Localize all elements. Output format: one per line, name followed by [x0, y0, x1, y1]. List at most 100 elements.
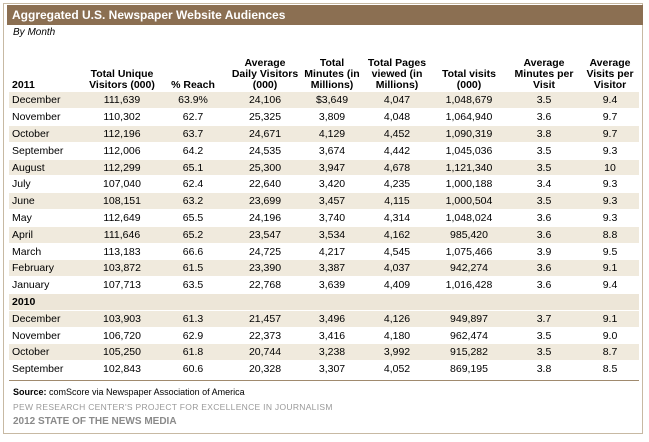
- uv-cell: 113,183: [87, 243, 157, 261]
- amv-cell: 3.8: [507, 125, 581, 143]
- amv-cell: 3.5: [507, 343, 581, 362]
- reach-cell: 61.3: [157, 310, 229, 328]
- uv-cell: 111,646: [87, 226, 157, 244]
- table-row: July 107,040 62.4 22,640 3,420 4,235 1,000,188…: [9, 175, 639, 194]
- min-cell: 3,809: [301, 108, 363, 127]
- source-label: Source:: [13, 387, 47, 397]
- min-cell: 3,740: [301, 209, 363, 227]
- unique-visitors-header: Total Unique Visitors (000): [89, 68, 155, 91]
- table-row: November 110,302 62.7 25,325 3,809 4,048 1,064…: [9, 108, 639, 127]
- pages-cell: 4,048: [363, 108, 431, 127]
- pages-cell: 4,235: [363, 175, 431, 194]
- pages-cell: 4,115: [363, 192, 431, 211]
- min-cell: 3,416: [301, 327, 363, 345]
- table-row: August 112,299 65.1 25,300 3,947 4,678 1,121,3…: [9, 159, 639, 177]
- visits-cell: 949,897: [431, 310, 507, 328]
- uv-cell: 105,250: [87, 343, 157, 362]
- table-row: February 103,872 61.5 23,390 3,387 4,037 942,2…: [9, 259, 639, 278]
- header-row: 2011 Total Unique Visitors (000) % Reach…: [9, 42, 639, 92]
- amv-cell: 3.5: [507, 92, 581, 110]
- visits-cell: 1,048,679: [431, 92, 507, 110]
- uv-cell: 112,299: [87, 159, 157, 177]
- month-cell: October: [9, 343, 87, 362]
- table-row: January 107,713 63.5 22,768 3,639 4,409 1,016,…: [9, 276, 639, 295]
- uv-cell: 102,843: [87, 360, 157, 379]
- amv-cell: 3.6: [507, 209, 581, 227]
- table-subtitle: By Month: [13, 27, 56, 38]
- visits-cell: 869,195: [431, 360, 507, 379]
- bottom-rule: [9, 380, 639, 381]
- reach-cell: 62.9: [157, 327, 229, 345]
- dv-cell: 24,106: [229, 92, 301, 110]
- visits-cell: 942,274: [431, 259, 507, 278]
- reach-cell: 64.2: [157, 142, 229, 160]
- visits-cell: 915,282: [431, 343, 507, 362]
- dv-cell: 24,671: [229, 125, 301, 143]
- visits-header: Total visits (000): [441, 68, 497, 91]
- pages-cell: 4,052: [363, 360, 431, 379]
- table-row: September 112,006 64.2 24,535 3,674 4,442 1,04…: [9, 142, 639, 160]
- avv-cell: 9.5: [581, 243, 639, 261]
- reach-cell: 62.7: [157, 108, 229, 127]
- pew-credit: PEW RESEARCH CENTER'S PROJECT FOR EXCELL…: [13, 402, 333, 412]
- year-header: 2011: [12, 79, 35, 91]
- month-cell: November: [9, 108, 87, 127]
- source-note: Source: comScore via Newspaper Associati…: [13, 387, 245, 397]
- avv-cell: 9.1: [581, 259, 639, 278]
- min-cell: 3,457: [301, 192, 363, 211]
- dv-cell: 20,328: [229, 360, 301, 379]
- title-bar: Aggregated U.S. Newspaper Website Audien…: [7, 5, 643, 25]
- reach-cell: 65.1: [157, 159, 229, 177]
- visits-cell: 985,420: [431, 226, 507, 244]
- uv-cell: 112,649: [87, 209, 157, 227]
- amv-cell: 3.6: [507, 259, 581, 278]
- pages-cell: 4,162: [363, 226, 431, 244]
- table-row: September 102,843 60.6 20,328 3,307 4,052 869,…: [9, 360, 639, 379]
- amv-cell: 3.7: [507, 310, 581, 328]
- year-label: 2010: [9, 293, 639, 311]
- uv-cell: 110,302: [87, 108, 157, 127]
- min-cell: 3,307: [301, 360, 363, 379]
- visits-cell: 1,121,340: [431, 159, 507, 177]
- visits-cell: 1,064,940: [431, 108, 507, 127]
- avg-minutes-header: Average Minutes per Visit: [514, 57, 574, 91]
- table-row: April 111,646 65.2 23,547 3,534 4,162 985,420 3…: [9, 226, 639, 244]
- visits-cell: 1,000,504: [431, 192, 507, 211]
- month-cell: March: [9, 243, 87, 261]
- month-cell: September: [9, 360, 87, 379]
- reach-cell: 63.9%: [157, 92, 229, 110]
- pages-cell: 3,992: [363, 343, 431, 362]
- month-cell: June: [9, 192, 87, 211]
- avv-cell: 9.3: [581, 175, 639, 194]
- visits-cell: 1,075,466: [431, 243, 507, 261]
- month-cell: December: [9, 310, 87, 328]
- dv-cell: 24,196: [229, 209, 301, 227]
- table-row: May 112,649 65.5 24,196 3,740 4,314 1,048,024 3…: [9, 209, 639, 227]
- avv-cell: 9.4: [581, 92, 639, 110]
- min-cell: 4,129: [301, 125, 363, 143]
- month-cell: September: [9, 142, 87, 160]
- audience-table: 2011 Total Unique Visitors (000) % Reach…: [9, 42, 639, 379]
- month-cell: December: [9, 92, 87, 110]
- amv-cell: 3.5: [507, 142, 581, 160]
- amv-cell: 3.5: [507, 159, 581, 177]
- amv-cell: 3.6: [507, 108, 581, 127]
- uv-cell: 103,872: [87, 259, 157, 278]
- uv-cell: 111,639: [87, 92, 157, 110]
- uv-cell: 107,040: [87, 175, 157, 194]
- reach-cell: 63.2: [157, 192, 229, 211]
- daily-visitors-header: Average Daily Visitors (000): [231, 57, 299, 91]
- avv-cell: 9.3: [581, 209, 639, 227]
- min-cell: 4,217: [301, 243, 363, 261]
- uv-cell: 108,151: [87, 192, 157, 211]
- uv-cell: 106,720: [87, 327, 157, 345]
- visits-cell: 1,000,188: [431, 175, 507, 194]
- table-row: October 105,250 61.8 20,744 3,238 3,992 915,28…: [9, 343, 639, 362]
- min-cell: $3,649: [301, 92, 363, 110]
- reach-cell: 65.2: [157, 226, 229, 244]
- reach-cell: 61.5: [157, 259, 229, 278]
- amv-cell: 3.5: [507, 192, 581, 211]
- reach-cell: 63.5: [157, 276, 229, 295]
- dv-cell: 21,457: [229, 310, 301, 328]
- table-row: March 113,183 66.6 24,725 4,217 4,545 1,075,46…: [9, 243, 639, 261]
